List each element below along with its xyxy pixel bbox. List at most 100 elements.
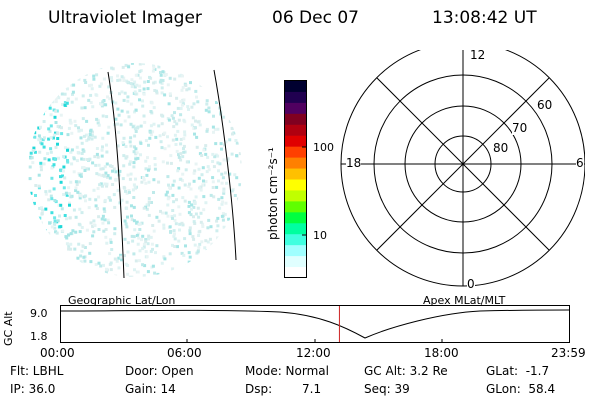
speckle-pixel [124,222,128,226]
speckle-pixel [240,160,242,164]
speckle-pixel [63,85,66,89]
longitude-line-left [107,71,125,279]
speckle-pixel [39,79,43,82]
speckle-pixel [152,81,156,85]
speckle-pixel [97,173,101,177]
speckle-pixel [164,272,168,276]
speckle-pixel [197,257,201,261]
speckle-pixel [38,206,42,210]
speckle-pixel [138,70,142,74]
speckle-pixel [224,201,228,205]
speckle-pixel [233,194,237,197]
speckle-pixel [62,262,66,266]
speckle-pixel [238,183,242,187]
speckle-pixel [36,263,39,267]
speckle-pixel [181,155,185,159]
speckle-pixel [41,208,45,212]
speckle-pixel [41,66,45,70]
speckle-pixel [145,173,149,177]
speckle-pixel [98,84,102,88]
polar-label-12: 12 [470,48,486,62]
speckle-pixel [40,212,44,215]
speckle-pixel [106,131,110,135]
speckle-pixel [196,120,200,124]
colorbar-band [285,102,306,115]
speckle-pixel [166,175,170,179]
speckle-pixel [130,204,133,208]
speckle-pixel [212,248,216,252]
speckle-pixel [138,89,142,93]
speckle-pixel [142,87,146,91]
status-glat: GLat: -1.7 [486,364,550,378]
speckle-pixel [33,135,37,139]
altitude-curve [60,309,570,339]
speckle-pixel [166,117,170,120]
speckle-pixel [36,252,40,256]
speckle-pixel [37,173,41,177]
speckle-pixel [144,250,148,253]
speckle-pixel [202,258,206,262]
speckle-pixel [92,188,96,192]
speckle-pixel [48,89,52,93]
speckle-pixel [87,137,91,141]
speckle-pixel [37,275,41,277]
speckle-pixel [104,235,108,239]
speckle-pixel [105,241,109,245]
speckle-pixel [227,85,231,89]
speckle-pixel [77,242,81,246]
image-time: 13:08:42 UT [432,8,537,28]
speckle-pixel [194,89,198,93]
speckle-pixel [177,239,181,243]
speckle-pixel [59,180,63,184]
speckle-pixel [128,140,132,144]
speckle-pixel [34,194,37,197]
speckle-pixel [34,184,38,187]
speckle-pixel [122,143,126,146]
speckle-pixel [129,102,133,106]
speckle-pixel [97,163,101,167]
speckle-pixel [182,98,186,102]
speckle-pixel [175,122,179,126]
speckle-pixel [30,237,34,240]
speckle-pixel [238,227,242,231]
speckle-pixel [185,160,189,164]
speckle-pixel [198,152,202,156]
speckle-pixel [192,171,196,175]
speckle-pixel [114,101,118,105]
speckle-pixel [181,102,185,106]
speckle-pixel [100,148,104,152]
speckle-pixel [229,95,232,99]
speckle-pixel [49,252,53,256]
colorbar-band [285,234,306,246]
speckle-pixel [124,63,128,67]
colorbar-band [285,256,306,268]
speckle-pixel [178,74,182,78]
speckle-pixel [182,137,186,141]
speckle-pixel [123,237,127,241]
speckle-pixel [222,191,226,195]
speckle-pixel [176,270,180,273]
speckle-pixel [99,102,103,106]
speckle-pixel [47,127,51,131]
speckle-pixel [108,252,112,256]
speckle-pixel [51,100,55,104]
speckle-pixel [79,70,83,74]
speckle-pixel [239,199,242,203]
speckle-pixel [163,93,167,97]
speckle-pixel [212,273,216,277]
speckle-pixel [169,230,173,233]
speckle-pixel [131,188,135,192]
speckle-pixel [99,182,103,186]
speckle-pixel [52,108,56,112]
speckle-pixel [239,74,242,78]
speckle-pixel [153,271,157,275]
speckle-pixel [184,244,187,248]
speckle-pixel [220,147,223,151]
speckle-pixel [234,69,238,73]
speckle-pixel [55,72,59,76]
speckle-pixel [142,114,146,118]
speckle-pixel [199,220,203,224]
speckle-pixel [182,253,186,257]
speckle-pixel [192,102,196,106]
speckle-pixel [100,184,104,188]
